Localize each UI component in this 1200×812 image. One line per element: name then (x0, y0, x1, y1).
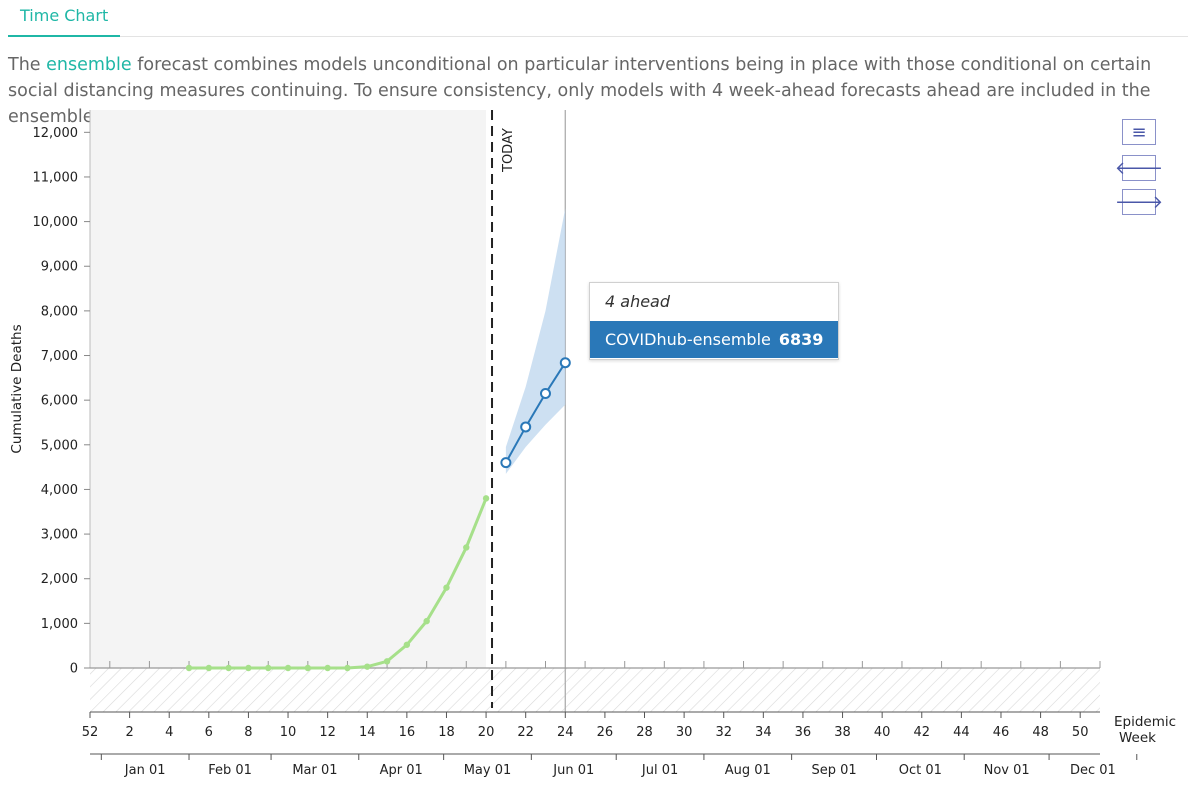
week-tick-label: 8 (244, 725, 252, 740)
week-tick-label: 32 (715, 725, 732, 740)
month-tick-label: May 01 (464, 763, 512, 778)
y-tick-label: 3,000 (41, 528, 78, 543)
tab-time-chart[interactable]: Time Chart (8, 0, 121, 37)
actual-point (225, 664, 232, 672)
month-tick-label: Aug 01 (725, 763, 771, 778)
past-shade (90, 110, 487, 668)
actual-point (185, 664, 193, 672)
week-tick-label: 42 (913, 725, 930, 740)
y-tick-label: 7,000 (41, 349, 78, 364)
y-tick-label: 2,000 (41, 572, 78, 587)
actual-point (324, 664, 331, 672)
week-tick-label: 4 (165, 725, 173, 740)
tooltip-row: COVIDhub-ensemble 6839 (590, 321, 838, 358)
y-tick-label: 6,000 (41, 394, 78, 409)
week-tick-label: 50 (1072, 725, 1089, 740)
forecast-interval (505, 208, 566, 474)
week-tick-label: 10 (280, 725, 297, 740)
y-tick-label: 1,000 (41, 617, 78, 632)
tooltip-series-name: COVIDhub-ensemble (605, 330, 771, 349)
hamburger-menu-icon[interactable]: ≡ (1122, 119, 1156, 145)
arrow-left-icon[interactable]: 🡐 (1115, 155, 1163, 181)
y-tick-label: 11,000 (33, 170, 79, 185)
actual-point (205, 664, 213, 672)
y-tick-label: 4,000 (41, 483, 78, 498)
forecast-point (500, 457, 512, 469)
actual-point (245, 664, 252, 672)
y-tick-label: 0 (70, 662, 78, 677)
actual-point (364, 663, 371, 670)
month-tick-label: Dec 01 (1070, 763, 1116, 778)
actual-point (383, 658, 391, 665)
today-label: TODAY (501, 128, 516, 173)
month-tick-label: Nov 01 (984, 763, 1030, 778)
week-tick-label: 16 (399, 725, 416, 740)
month-tick-label: Jan 01 (124, 763, 166, 778)
week-tick-label: 14 (359, 725, 376, 740)
forecast-tooltip: 4 ahead COVIDhub-ensemble 6839 (589, 282, 839, 360)
actual-point (423, 617, 430, 625)
y-tick-label: 10,000 (33, 215, 79, 230)
forecast-series-line (505, 362, 567, 464)
actual-point (443, 584, 450, 591)
week-tick-label: 18 (438, 725, 455, 740)
week-tick-label: 2 (125, 725, 133, 740)
week-tick-label: 44 (953, 725, 970, 740)
actual-point (344, 664, 351, 672)
week-tick-label: 20 (478, 725, 495, 740)
week-tick-label: 26 (597, 725, 614, 740)
week-tick-label: 36 (795, 725, 812, 740)
description-pre: The (8, 55, 47, 75)
y-tick-label: 8,000 (41, 304, 78, 319)
actual-point (265, 664, 272, 672)
actual-point (403, 641, 411, 648)
tooltip-header: 4 ahead (605, 292, 671, 311)
actual-series-line (189, 497, 488, 670)
week-tick-label: 38 (834, 725, 851, 740)
forecast-point (559, 357, 571, 369)
x-axis-title-line1: Epidemic (1114, 714, 1176, 730)
week-tick-label: 22 (517, 725, 534, 740)
chart-description: The ensemble forecast combines models un… (8, 52, 1188, 130)
week-tick-label: 34 (755, 725, 772, 740)
forecast-point (539, 387, 551, 399)
description-post: forecast combines models unconditional o… (8, 55, 1152, 127)
y-axis-title: Cumulative Deaths (9, 324, 25, 453)
week-tick-label: 48 (1032, 725, 1049, 740)
week-tick-label: 52 (82, 725, 99, 740)
week-tick-label: 40 (874, 725, 891, 740)
month-tick-label: Oct 01 (899, 763, 942, 778)
month-tick-label: Jul 01 (641, 763, 678, 778)
below-zero-hatch (90, 668, 1100, 712)
week-tick-label: 28 (636, 725, 653, 740)
y-tick-label: 5,000 (41, 438, 78, 453)
week-tick-label: 12 (319, 725, 336, 740)
month-tick-label: Apr 01 (380, 763, 423, 778)
actual-point (463, 544, 470, 551)
ensemble-link[interactable]: ensemble (46, 55, 132, 75)
actual-point (284, 664, 292, 672)
y-tick-label: 9,000 (41, 260, 78, 275)
tab-bar: Time Chart (8, 0, 1188, 37)
week-tick-label: 6 (205, 725, 213, 740)
month-tick-label: Feb 01 (208, 763, 252, 778)
y-tick-label: 12,000 (33, 126, 79, 141)
actual-point (482, 495, 490, 502)
arrow-right-icon[interactable]: 🡒 (1115, 189, 1163, 215)
tooltip-value: 6839 (778, 330, 824, 349)
week-tick-label: 30 (676, 725, 693, 740)
month-tick-label: Mar 01 (292, 763, 337, 778)
month-tick-label: Jun 01 (552, 763, 594, 778)
actual-point (304, 664, 312, 672)
x-axis-title-line2: Week (1119, 730, 1156, 746)
month-tick-label: Sep 01 (811, 763, 856, 778)
week-tick-label: 46 (993, 725, 1010, 740)
week-tick-label: 24 (557, 725, 574, 740)
forecast-point (520, 421, 532, 433)
